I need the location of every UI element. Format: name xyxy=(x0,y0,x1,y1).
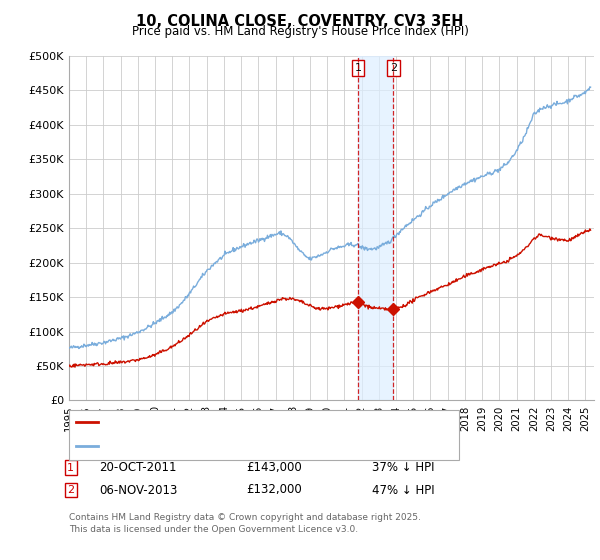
Text: HPI: Average price, detached house, Coventry: HPI: Average price, detached house, Cove… xyxy=(102,441,343,451)
Text: £132,000: £132,000 xyxy=(246,483,302,497)
Text: 37% ↓ HPI: 37% ↓ HPI xyxy=(372,461,434,474)
Text: 10, COLINA CLOSE, COVENTRY, CV3 3EH (detached house): 10, COLINA CLOSE, COVENTRY, CV3 3EH (det… xyxy=(102,417,407,427)
Text: 2: 2 xyxy=(390,63,397,73)
Text: Contains HM Land Registry data © Crown copyright and database right 2025.: Contains HM Land Registry data © Crown c… xyxy=(69,513,421,522)
Text: 06-NOV-2013: 06-NOV-2013 xyxy=(99,483,178,497)
Text: 47% ↓ HPI: 47% ↓ HPI xyxy=(372,483,434,497)
Text: 10, COLINA CLOSE, COVENTRY, CV3 3EH: 10, COLINA CLOSE, COVENTRY, CV3 3EH xyxy=(136,14,464,29)
Text: 20-OCT-2011: 20-OCT-2011 xyxy=(99,461,176,474)
Text: 1: 1 xyxy=(67,463,74,473)
Text: This data is licensed under the Open Government Licence v3.0.: This data is licensed under the Open Gov… xyxy=(69,525,358,534)
Text: 2: 2 xyxy=(67,485,74,495)
Text: £143,000: £143,000 xyxy=(246,461,302,474)
Bar xyxy=(358,56,394,400)
Text: Price paid vs. HM Land Registry's House Price Index (HPI): Price paid vs. HM Land Registry's House … xyxy=(131,25,469,38)
Text: 1: 1 xyxy=(355,63,362,73)
